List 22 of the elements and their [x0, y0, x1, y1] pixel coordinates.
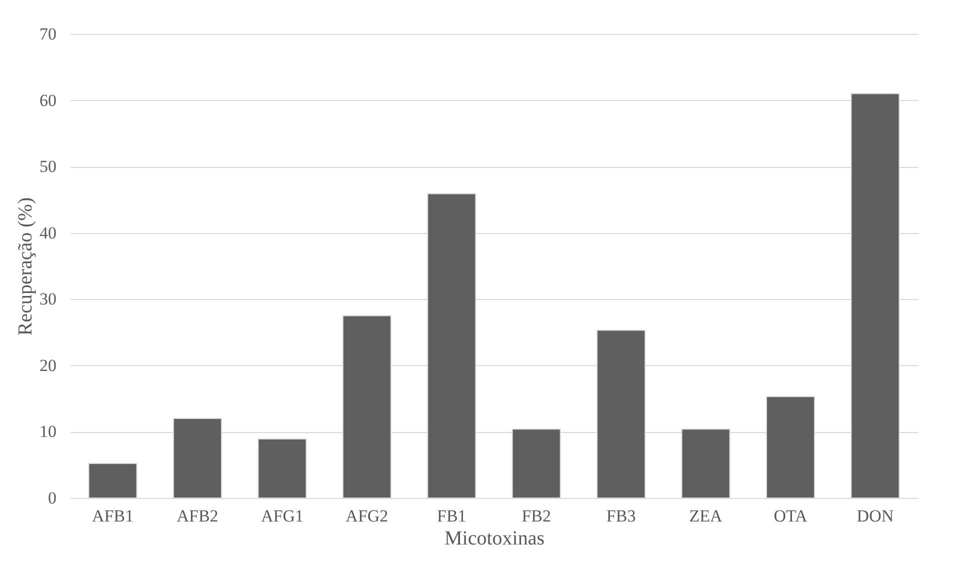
bar: [258, 438, 307, 498]
y-tick-label: 50: [40, 157, 56, 176]
x-tick-label: FB3: [606, 506, 636, 526]
y-tick-label: 70: [40, 24, 56, 44]
x-axis-title: Micotoxinas: [444, 528, 545, 550]
x-tick-label: OTA: [774, 506, 808, 526]
x-tick-label: AFG1: [260, 506, 304, 526]
bar: [88, 463, 138, 498]
y-tick-label: 20: [40, 356, 56, 375]
x-tick-label: AFB2: [176, 506, 218, 526]
x-tick-label: ZEA: [689, 506, 724, 526]
y-tick-label: 40: [40, 223, 56, 242]
y-axis-title: Recuperação (%): [14, 197, 36, 336]
x-tick-label: AFG2: [346, 506, 388, 526]
y-tick-label: 30: [40, 290, 56, 309]
y-tick-label: 60: [40, 90, 56, 110]
y-tick-label: 0: [48, 488, 56, 508]
y-tick-label: 10: [40, 422, 56, 442]
x-tick-label: FB1: [436, 506, 466, 526]
x-tick-label: AFB1: [92, 506, 134, 526]
x-tick-label: FB2: [522, 506, 552, 526]
x-tick-label: DON: [856, 506, 894, 526]
